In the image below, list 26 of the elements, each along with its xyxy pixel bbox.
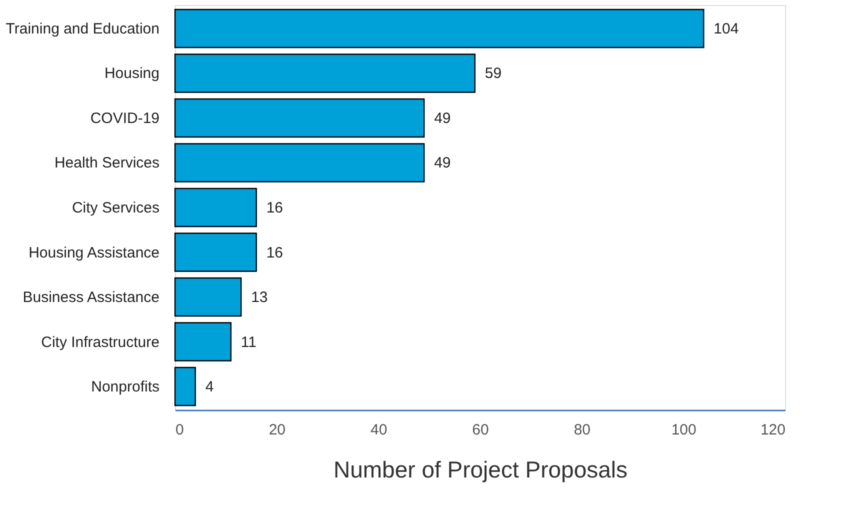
x-axis-title: Number of Project Proposals [333, 456, 628, 482]
x-tick-label: 60 [472, 422, 489, 438]
y-tick-label: Housing Assistance [28, 244, 160, 262]
y-tick-label: Business Assistance [22, 289, 160, 306]
x-tick-label: 100 [671, 422, 696, 438]
x-tick-label: 120 [760, 422, 786, 438]
data-label: 59 [484, 65, 502, 82]
y-tick-label: City Services [72, 200, 160, 216]
y-tick-label: City Infrastructure [41, 334, 160, 351]
data-label: 13 [251, 289, 268, 306]
y-tick-label: Training and Education [6, 20, 160, 38]
x-tick-label: 0 [176, 422, 184, 438]
y-tick-label: COVID-19 [90, 110, 160, 127]
y-tick-label: Health Services [54, 154, 160, 172]
data-label: 49 [434, 154, 451, 172]
data-label: 11 [240, 334, 256, 351]
y-tick-label: Nonprofits [91, 378, 160, 396]
x-tick-label: 80 [574, 422, 591, 438]
data-label: 16 [266, 200, 284, 216]
data-label: 49 [434, 110, 451, 127]
data-label: 4 [205, 378, 214, 396]
x-tick-label: 40 [370, 422, 388, 438]
x-tick-label: 20 [268, 422, 286, 438]
y-tick-label: Housing [104, 65, 160, 82]
data-label: 16 [266, 244, 284, 262]
data-label: 104 [714, 20, 739, 38]
